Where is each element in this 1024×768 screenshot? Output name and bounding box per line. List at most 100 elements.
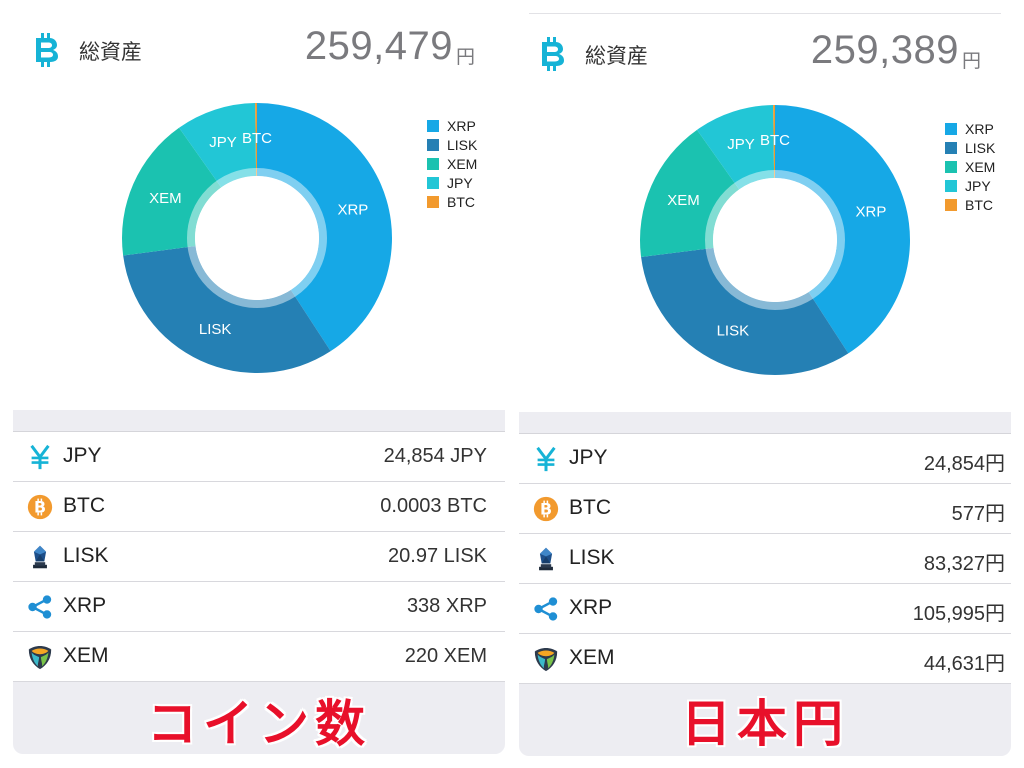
legend-label: LISK: [965, 139, 996, 156]
total-assets-value: 259,389: [810, 28, 959, 72]
legend-label: JPY: [447, 174, 473, 191]
asset-name: BTC: [63, 494, 105, 517]
legend-label: XRP: [447, 117, 476, 134]
asset-name: XRP: [63, 594, 107, 617]
asset-name: JPY: [569, 446, 608, 469]
asset-amount: 83,327円: [923, 553, 1005, 575]
donut-slice-lisk[interactable]: [123, 246, 331, 373]
legend-swatch: [945, 160, 957, 173]
legend-item-jpy: JPY: [945, 176, 995, 195]
legend-item-lisk: LISK: [427, 135, 477, 154]
donut-chart-svg: XRP LISK XEM JPY BTC: [122, 103, 392, 373]
donut-inner-ring: [187, 168, 327, 308]
slice-label-lisk: LISK: [199, 321, 232, 338]
caption-label: 日本円: [680, 694, 849, 755]
legend-label: XEM: [965, 158, 996, 175]
bitcoin-coin-icon: B: [25, 492, 55, 522]
yen-icon: [25, 442, 55, 472]
total-assets-header: 総資産 259,479 円: [13, 24, 505, 72]
slice-label-xrp: XRP: [855, 204, 886, 221]
list-top-band: [13, 410, 505, 432]
legend-item-xrp: XRP: [945, 119, 995, 138]
asset-name: XEM: [569, 646, 615, 669]
bitcoin-logo-icon: [31, 32, 61, 68]
asset-panel-yen: 総資産 259,389 円 XRP LISK XEM JPY BTC XRP LISK XE…: [519, 0, 1011, 756]
asset-row-xrp[interactable]: XRP 105,995円: [519, 584, 1011, 634]
donut-hole: [195, 176, 319, 300]
asset-amount: 24,854 JPY: [383, 445, 487, 467]
legend-label: BTC: [965, 196, 993, 213]
legend-label: XEM: [447, 155, 478, 172]
slice-label-xem: XEM: [149, 190, 182, 207]
donut-slice-lisk[interactable]: [641, 247, 849, 375]
donut-slice-btc[interactable]: [773, 105, 775, 179]
nem-icon: [25, 642, 55, 672]
ripple-icon: [531, 594, 561, 624]
donut-slice-xrp[interactable]: [775, 105, 910, 354]
asset-donut-chart: XRP LISK XEM JPY BTC: [117, 98, 397, 378]
slice-label-lisk: LISK: [717, 323, 750, 340]
total-assets-unit: 円: [455, 46, 475, 68]
asset-donut-chart: XRP LISK XEM JPY BTC: [635, 100, 915, 380]
caption-label: コイン数: [146, 694, 371, 755]
donut-slice-btc[interactable]: [255, 103, 257, 177]
slice-label-btc: BTC: [242, 130, 272, 147]
legend-label: LISK: [447, 136, 478, 153]
lisk-icon: [25, 542, 55, 572]
slice-label-xrp: XRP: [337, 202, 368, 219]
asset-name: XEM: [63, 644, 109, 667]
asset-name: LISK: [569, 546, 615, 569]
lisk-icon: [531, 544, 561, 574]
bitcoin-logo-icon: [537, 36, 567, 72]
chart-legend: XRP LISK XEM JPY BTC: [427, 116, 477, 211]
asset-amount: 577円: [951, 503, 1005, 525]
legend-swatch: [427, 176, 439, 189]
yen-icon: [531, 444, 561, 474]
donut-inner-ring: [705, 170, 845, 310]
asset-name: JPY: [63, 444, 102, 467]
legend-swatch: [427, 195, 439, 208]
legend-swatch: [945, 179, 957, 192]
asset-name: BTC: [569, 496, 611, 519]
asset-amount: 105,995円: [912, 603, 1005, 625]
total-assets-label: 総資産: [585, 44, 648, 68]
asset-row-btc[interactable]: B BTC 0.0003 BTC: [13, 482, 505, 532]
donut-slice-jpy[interactable]: [696, 105, 775, 190]
donut-slice-jpy[interactable]: [179, 103, 257, 188]
donut-slice-xrp[interactable]: [257, 103, 392, 352]
asset-row-jpy[interactable]: JPY 24,854 JPY: [13, 432, 505, 482]
legend-swatch: [945, 122, 957, 135]
donut-hole: [713, 178, 837, 302]
total-assets-header: 総資産 259,389 円: [519, 28, 1011, 76]
legend-label: XRP: [965, 120, 994, 137]
asset-row-lisk[interactable]: LISK 83,327円: [519, 534, 1011, 584]
asset-amount: 44,631円: [923, 653, 1005, 675]
total-assets-unit: 円: [961, 50, 981, 72]
nem-icon: [531, 644, 561, 674]
legend-swatch: [945, 141, 957, 154]
slice-label-jpy: JPY: [727, 136, 755, 153]
legend-item-btc: BTC: [945, 195, 995, 214]
slice-label-jpy: JPY: [209, 134, 237, 151]
asset-row-xem[interactable]: XEM 44,631円: [519, 634, 1011, 684]
svg-text:B: B: [540, 500, 552, 519]
divider: [529, 13, 1001, 14]
asset-row-xrp[interactable]: XRP 338 XRP: [13, 582, 505, 632]
legend-swatch: [427, 138, 439, 151]
asset-row-btc[interactable]: B BTC 577円: [519, 484, 1011, 534]
chart-legend: XRP LISK XEM JPY BTC: [945, 119, 995, 214]
legend-item-xem: XEM: [945, 157, 995, 176]
donut-slice-xem[interactable]: [640, 129, 740, 258]
asset-row-jpy[interactable]: JPY 24,854円: [519, 434, 1011, 484]
asset-amount: 24,854円: [923, 453, 1005, 475]
asset-amount: 338 XRP: [406, 595, 487, 617]
donut-chart-svg: XRP LISK XEM JPY BTC: [640, 105, 910, 375]
donut-slice-xem[interactable]: [122, 127, 222, 256]
asset-row-xem[interactable]: XEM 220 XEM: [13, 632, 505, 682]
asset-amount: 220 XEM: [404, 645, 487, 667]
bitcoin-coin-icon: B: [531, 494, 561, 524]
legend-label: BTC: [447, 193, 475, 210]
asset-row-lisk[interactable]: LISK 20.97 LISK: [13, 532, 505, 582]
svg-text:B: B: [34, 498, 46, 517]
